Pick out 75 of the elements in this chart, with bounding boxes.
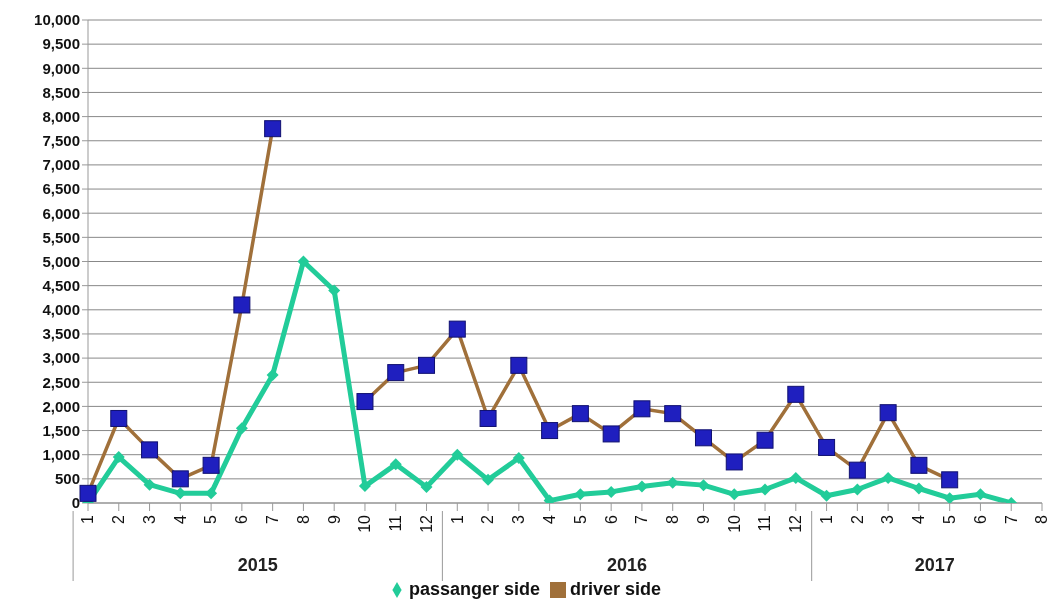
x-tick-label: 8 bbox=[1033, 514, 1051, 524]
x-tick-label: 4 bbox=[171, 514, 189, 524]
x-tick-label: 1 bbox=[817, 514, 835, 524]
x-tick-label: 10 bbox=[356, 514, 374, 533]
y-tick-label: 3,500 bbox=[42, 325, 80, 343]
point bbox=[420, 481, 433, 494]
y-tick-label: 7,500 bbox=[42, 132, 80, 150]
x-tick-label: 1 bbox=[448, 514, 466, 524]
x-tick-label: 5 bbox=[941, 514, 959, 524]
point bbox=[912, 482, 925, 495]
text: 2015 bbox=[237, 555, 278, 575]
text: 2017 bbox=[914, 555, 955, 575]
x-tick-label: 7 bbox=[633, 514, 651, 524]
y-tick-label: 5,500 bbox=[42, 228, 80, 246]
legend-label: driver side bbox=[570, 579, 662, 599]
y-tick-label: 6,500 bbox=[42, 180, 80, 198]
x-tick-label: 9 bbox=[694, 514, 712, 524]
y-tick-label: 4,500 bbox=[42, 276, 80, 294]
point bbox=[328, 284, 341, 297]
x-tick-label: 2 bbox=[479, 514, 497, 524]
point bbox=[482, 473, 495, 486]
x-tick-label: 9 bbox=[325, 514, 343, 524]
x-tick-label: 2 bbox=[110, 514, 128, 524]
x-tick-label: 3 bbox=[140, 514, 158, 524]
x-tick-label: 7 bbox=[1002, 514, 1020, 524]
point bbox=[512, 452, 525, 465]
y-tick-label: 9,000 bbox=[42, 59, 80, 77]
point bbox=[112, 451, 125, 464]
point bbox=[820, 489, 833, 502]
point bbox=[389, 458, 402, 471]
y-tick-label: 9,500 bbox=[42, 35, 80, 53]
x-tick-label: 7 bbox=[264, 514, 282, 524]
y-tick-label: 7,000 bbox=[42, 156, 80, 174]
point bbox=[882, 471, 895, 484]
point bbox=[451, 448, 464, 461]
x-tick-label: 12 bbox=[787, 514, 805, 533]
x-tick-label: 12 bbox=[417, 514, 435, 533]
y-tick-label: 1,000 bbox=[42, 446, 80, 464]
y-tick-label: 8,500 bbox=[42, 83, 80, 101]
point bbox=[235, 422, 248, 435]
x-tick-label: 1 bbox=[79, 514, 97, 524]
y-tick-label: 2,000 bbox=[42, 397, 80, 415]
x-tick-label: 4 bbox=[540, 514, 558, 524]
point bbox=[143, 478, 156, 491]
y-tick-label: 4,000 bbox=[42, 301, 80, 319]
point bbox=[358, 480, 371, 493]
y-tick-label: 8,000 bbox=[42, 107, 80, 125]
x-tick-label: 10 bbox=[725, 514, 743, 533]
y-tick-label: 5,000 bbox=[42, 252, 80, 270]
x-tick-label: 6 bbox=[233, 514, 251, 524]
x-tick-label: 5 bbox=[202, 514, 220, 524]
y-tick-label: 2,500 bbox=[42, 373, 80, 391]
x-tick-label: 11 bbox=[387, 514, 405, 532]
y-tick-label: 500 bbox=[54, 470, 80, 488]
x-tick-label: 6 bbox=[971, 514, 989, 524]
y-tick-label: 6,000 bbox=[42, 204, 80, 222]
x-tick-label: 8 bbox=[294, 514, 312, 524]
x-tick-label: 4 bbox=[910, 514, 928, 524]
x-tick-label: 6 bbox=[602, 514, 620, 524]
x-tick-label: 2 bbox=[848, 514, 866, 524]
y-tick-label: 1,500 bbox=[42, 421, 80, 439]
point bbox=[266, 369, 279, 382]
legend-label: passanger side bbox=[408, 579, 540, 599]
y-tick-label: 3,000 bbox=[42, 349, 80, 367]
text: 2016 bbox=[607, 555, 648, 575]
x-tick-label: 5 bbox=[571, 514, 589, 524]
x-tick-label: 11 bbox=[756, 514, 774, 532]
y-tick-label: 0 bbox=[71, 494, 80, 512]
point bbox=[759, 483, 772, 496]
x-tick-label: 3 bbox=[510, 514, 528, 524]
x-tick-label: 3 bbox=[879, 514, 897, 524]
point bbox=[789, 471, 802, 484]
point bbox=[297, 255, 310, 268]
x-tick-label: 8 bbox=[664, 514, 682, 524]
y-tick-label: 10,000 bbox=[34, 11, 80, 29]
